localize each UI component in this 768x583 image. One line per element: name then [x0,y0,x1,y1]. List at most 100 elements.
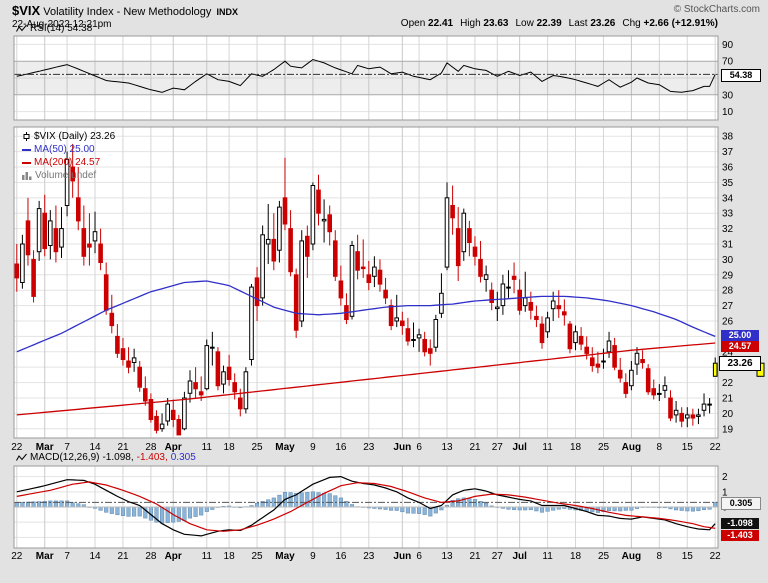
rsi-line [16,58,716,93]
macd-signal-line [16,481,716,532]
x-axis-label: Apr [165,442,182,453]
x-axis-label: 27 [492,551,504,562]
x-axis-label: 22 [710,442,722,453]
symbol-legend: $VIX (Daily) 23.26 [22,131,115,142]
x-axis-labels: 22 Mar 7 14 21 28 Apr 11 18 25 May 9 16 23 Jun 6 13 21 27 J… [11,442,721,562]
ma50-line [16,280,716,353]
chart-title: $VIX Volatility Index - New Methodology … [12,3,238,18]
chart-datetime: 22-Aug-2022 12:21pm [12,19,112,30]
x-axis-label: 21 [469,442,481,453]
x-axis-label: May [275,551,295,562]
panel-backgrounds [14,36,718,548]
x-axis-label: 9 [310,442,316,453]
x-axis-label: 7 [64,442,70,453]
volume-bars-icon [22,172,32,180]
line-indicator-icon [16,24,27,32]
x-axis-label: 25 [598,442,610,453]
symbol-name: Volatility Index - New Methodology [43,6,212,18]
x-axis-label: 28 [145,551,157,562]
x-axis-label: 9 [310,551,316,562]
x-axis-label: 18 [224,442,236,453]
ma50-line-icon [22,148,31,151]
quote-summary: Open 22.41 High 23.63 Low 22.39 Last 23.26 C… [394,18,718,29]
line-indicator-icon [16,453,27,461]
ma200-value-tag: 24.57 [721,341,759,352]
x-axis-label: Jul [512,442,527,453]
x-axis-label: 15 [682,442,694,453]
x-axis-label: Apr [165,551,182,562]
quote-chg-value: +2.66 (+12.91%) [640,18,718,29]
x-axis-label: May [275,442,295,453]
x-axis-label: 11 [202,442,213,453]
y-axis-tick: 20 [722,409,734,420]
macd-line [16,475,716,537]
x-axis-label: 23 [363,442,375,453]
quote-low-value: 22.39 [533,18,562,29]
x-axis-label: Aug [622,551,641,562]
x-axis-label: 22 [710,551,722,562]
y-axis-tick: 90 [722,40,734,51]
quote-open-value: 22.41 [425,18,454,29]
rsi-legend-label: RSI(14) 54.38 [30,23,93,34]
ma50-legend-label: MA(50) 25.00 [34,144,95,155]
macd-line-value: -1.098, [102,452,134,463]
y-axis-tick: 2 [722,472,728,483]
y-axis-tick: 27 [722,301,734,312]
y-axis-tick: 30 [722,255,734,266]
x-axis-label: 22 [11,551,23,562]
x-axis-label: Mar [36,551,54,562]
quote-open-label: Open [400,18,426,29]
x-axis-label: 13 [441,551,453,562]
macd-hist-tag: 0.305 [721,497,761,510]
rsi-legend: RSI(14) 54.38 [16,23,92,34]
x-axis-label: Aug [622,442,641,453]
ma50-legend: MA(50) 25.00 [22,144,95,155]
y-axis-tick: 33 [722,209,734,220]
volume-legend-label: Volume undef [35,170,97,181]
x-axis-label: 22 [11,442,23,453]
last-price-tag: 23.26 [719,356,761,371]
y-axis-tick: 32 [722,224,734,235]
x-axis-label: 18 [224,551,236,562]
macd-signal-tag: -1.403 [721,530,759,541]
macd-histogram [14,491,718,524]
x-axis-label: 13 [441,442,453,453]
copyright-link[interactable]: © StockCharts.com [673,4,760,15]
y-axis-tick: 24 [722,347,734,358]
macd-legend: MACD(12,26,9) -1.098, -1.403, 0.305 [16,452,196,463]
x-axis-label: 27 [492,442,504,453]
x-axis-label: 11 [542,551,553,562]
x-axis-label: 23 [363,551,375,562]
quote-chg-label: Chg [622,18,641,29]
ma200-line [16,342,716,416]
y-axis-tick: 19 [722,424,734,435]
x-axis-label: 25 [251,551,263,562]
panel-borders [13,35,719,549]
x-axis-label: 7 [64,551,70,562]
y-axis-tick: 26 [722,317,734,328]
macd-line-tag: -1.098 [721,518,759,529]
ma200-line-icon [22,161,31,164]
y-axis-tick: 10 [722,107,734,118]
x-axis-label: 21 [117,551,129,562]
x-axis-label: 11 [202,551,213,562]
y-axis-tick: 28 [722,286,734,297]
y-axis-tick: 1 [722,487,728,498]
x-axis-label: Jul [512,551,527,562]
x-axis-label: 18 [570,442,582,453]
quote-high-value: 23.63 [480,18,509,29]
x-axis-label: Jun [393,551,411,562]
y-axis-tick: 22 [722,378,734,389]
x-axis-label: 21 [469,551,481,562]
x-axis-label: Mar [36,442,54,453]
y-axis-tick: 35 [722,178,734,189]
macd-hist-value: 0.305 [170,452,196,463]
x-axis-label: 21 [117,442,129,453]
x-axis-label: 28 [145,442,157,453]
x-axis-label: Jun [393,442,411,453]
macd-signal-value: -1.403, [136,452,168,463]
x-axis-label: 14 [89,551,101,562]
x-axis-label: 6 [416,551,422,562]
